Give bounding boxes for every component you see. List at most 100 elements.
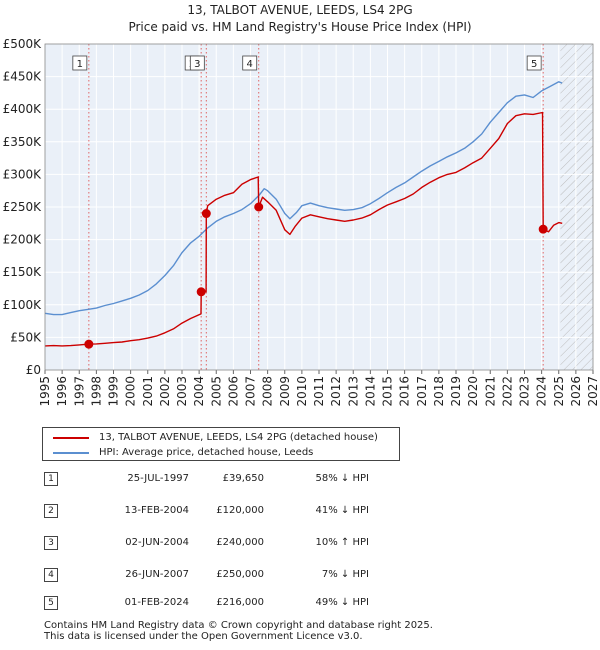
x-tick-label: 2007 [244,376,258,407]
sale-marker-label: 4 [247,59,253,70]
x-tick-label: 2000 [124,376,138,407]
price-chart: 13, TALBOT AVENUE, LEEDS, LS4 2PG Price … [3,3,600,407]
x-tick-label: 2006 [226,376,240,407]
y-tick-label: £300K [3,167,43,181]
sale-price: £240,000 [216,537,264,548]
x-tick-label: 2025 [552,376,566,407]
grid [44,43,594,371]
sale-marker-box [189,55,205,71]
sale-hpi-diff: 10% ↑ HPI [315,537,369,548]
x-tick-label: 2010 [295,376,309,407]
x-tick-label: 1997 [72,376,86,407]
property-price-line [44,111,563,347]
sale-row: 4 26-JUN-2007 £250,000 7% ↓ HPI [44,568,424,586]
legend-swatch-hpi [53,451,89,454]
y-tick-label: £50K [10,330,42,344]
sale-markers: 12345 [72,44,544,370]
chart-title: 13, TALBOT AVENUE, LEEDS, LS4 2PG [187,3,412,17]
x-tick-label: 2008 [261,376,275,407]
footer-copyright: Contains HM Land Registry data © Crown c… [44,620,433,631]
sale-hpi-diff: 41% ↓ HPI [315,505,369,516]
hpi-line [44,81,563,316]
x-tick-label: 1996 [55,376,69,407]
x-tick-label: 2004 [192,376,206,407]
y-tick-label: £0 [26,363,41,377]
sale-date: 01-FEB-2024 [124,597,189,608]
legend-label-hpi: HPI: Average price, detached house, Leed… [99,447,314,458]
legend-item-property: 13, TALBOT AVENUE, LEEDS, LS4 2PG (detac… [53,430,378,445]
sale-row: 5 01-FEB-2024 £216,000 49% ↓ HPI [44,596,424,614]
x-tick-label: 2019 [449,376,463,407]
footer: Contains HM Land Registry data © Crown c… [44,620,433,642]
axes: £0 £50K £100K £150K £200K £250K £300K £350K £400… [3,37,600,407]
sale-row: 3 02-JUN-2004 £240,000 10% ↑ HPI [44,536,424,554]
x-tick-label: 2026 [569,376,583,407]
x-tick-label: 2002 [158,376,172,407]
y-tick-label: £500K [3,37,43,51]
x-tick-label: 2024 [535,376,549,407]
sale-price: £250,000 [216,569,264,580]
sale-hpi-diff: 7% ↓ HPI [321,569,369,580]
sale-dots [84,202,548,349]
sale-point [84,339,94,349]
series-lines [44,81,563,347]
x-tick-label: 2013 [346,376,360,407]
y-tick-label: £450K [3,70,43,84]
sale-point [254,202,264,212]
x-tick-label: 2016 [398,376,412,407]
x-tick-label: 2011 [312,376,326,407]
x-tick-label: 2017 [415,376,429,407]
sale-row: 1 25-JUL-1997 £39,650 58% ↓ HPI [44,472,424,490]
x-tick-label: 2020 [466,376,480,407]
sale-point [201,209,211,219]
legend-item-hpi: HPI: Average price, detached house, Leed… [53,445,313,460]
sale-date: 26-JUN-2007 [125,569,189,580]
sale-point [196,287,206,297]
y-tick-label: £150K [3,265,43,279]
y-tick-label: £400K [3,102,43,116]
x-tick-label: 2005 [209,376,223,407]
sale-marker-box [526,55,542,71]
x-tick-label: 2014 [363,376,377,407]
x-tick-label: 2027 [586,376,600,407]
sale-number-badge: 3 [44,536,58,550]
sale-hpi-diff: 49% ↓ HPI [315,597,369,608]
x-tick-label: 1998 [89,376,103,407]
sale-marker-box [72,55,88,71]
sale-date: 13-FEB-2004 [124,505,189,516]
plot-frame [44,43,594,371]
x-tick-label: 2021 [483,376,497,407]
x-tick-label: 1995 [38,376,52,407]
x-tick-label: 2009 [278,376,292,407]
sale-number-badge: 1 [44,472,58,486]
sale-marker-label: 3 [194,59,200,70]
sale-date: 25-JUL-1997 [127,473,189,484]
x-tick-label: 2018 [432,376,446,407]
legend: 13, TALBOT AVENUE, LEEDS, LS4 2PG (detac… [42,427,400,461]
sale-row: 2 13-FEB-2004 £120,000 41% ↓ HPI [44,504,424,522]
sale-date: 02-JUN-2004 [125,537,189,548]
sale-number-badge: 4 [44,568,58,582]
sale-hpi-diff: 58% ↓ HPI [315,473,369,484]
sale-marker-label: 1 [77,59,83,70]
legend-swatch-property [53,436,89,439]
sale-price: £39,650 [222,473,264,484]
sale-marker-box [242,55,258,71]
y-tick-label: £200K [3,233,43,247]
legend-label-property: 13, TALBOT AVENUE, LEEDS, LS4 2PG (detac… [99,432,378,443]
x-tick-label: 2023 [518,376,532,407]
sale-number-badge: 5 [44,596,58,610]
footer-licence: This data is licensed under the Open Gov… [44,631,363,642]
y-tick-label: £100K [3,298,43,312]
chart-subtitle: Price paid vs. HM Land Registry's House … [128,20,471,34]
x-tick-label: 2001 [141,376,155,407]
y-tick-label: £250K [3,200,43,214]
x-tick-label: 2022 [500,376,514,407]
x-tick-label: 2003 [175,376,189,407]
y-tick-label: £350K [3,135,43,149]
x-tick-label: 2015 [381,376,395,407]
sale-point [538,224,548,234]
x-tick-label: 2012 [329,376,343,407]
sale-number-badge: 2 [44,504,58,518]
x-tick-label: 1999 [107,376,121,407]
